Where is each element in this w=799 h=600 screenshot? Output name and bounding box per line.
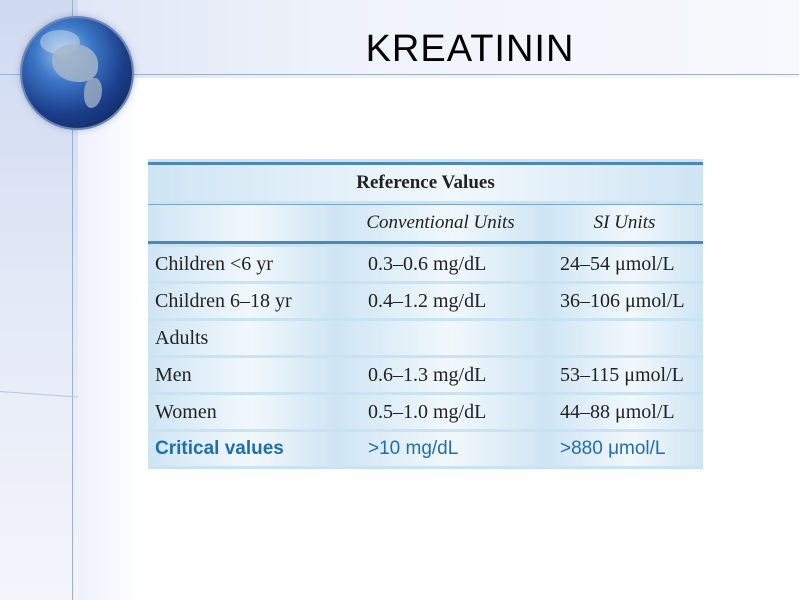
globe-icon: [22, 18, 132, 128]
slide-title: KREATININ: [365, 28, 575, 70]
table-row: Children <6 yr 0.3–0.6 mg/dL 24–54 μmol/…: [148, 247, 703, 281]
critical-si: >880 μmol/L: [546, 432, 703, 466]
row-label: Adults: [148, 321, 335, 355]
column-header-si: SI Units: [546, 204, 703, 244]
globe-continent: [52, 44, 98, 82]
table-caption-row: Reference Values: [148, 162, 703, 201]
row-si: [546, 321, 703, 355]
table-row: Adults: [148, 321, 703, 355]
row-conventional: [335, 321, 546, 355]
vertical-rule: [72, 0, 73, 600]
table-row: Women 0.5–1.0 mg/dL 44–88 μmol/L: [148, 395, 703, 429]
critical-values-row: Critical values >10 mg/dL >880 μmol/L: [148, 432, 703, 466]
critical-conventional: >10 mg/dL: [335, 432, 546, 466]
table-row: Men 0.6–1.3 mg/dL 53–115 μmol/L: [148, 358, 703, 392]
table-row: Children 6–18 yr 0.4–1.2 mg/dL 36–106 μm…: [148, 284, 703, 318]
table-caption: Reference Values: [148, 162, 703, 201]
row-conventional: 0.5–1.0 mg/dL: [335, 395, 546, 429]
critical-label: Critical values: [148, 432, 335, 466]
column-header-row: Conventional Units SI Units: [148, 204, 703, 244]
row-conventional: 0.4–1.2 mg/dL: [335, 284, 546, 318]
row-si: 53–115 μmol/L: [546, 358, 703, 392]
row-si: 36–106 μmol/L: [546, 284, 703, 318]
row-si: 24–54 μmol/L: [546, 247, 703, 281]
row-label: Children 6–18 yr: [148, 284, 335, 318]
horizontal-rule: [0, 74, 799, 75]
header-band: [0, 0, 799, 78]
row-label: Men: [148, 358, 335, 392]
column-header-empty: [148, 204, 335, 244]
row-conventional: 0.3–0.6 mg/dL: [335, 247, 546, 281]
row-label: Children <6 yr: [148, 247, 335, 281]
globe-continent: [84, 78, 102, 108]
column-header-conventional: Conventional Units: [335, 204, 546, 244]
row-label: Women: [148, 395, 335, 429]
row-conventional: 0.6–1.3 mg/dL: [335, 358, 546, 392]
row-si: 44–88 μmol/L: [546, 395, 703, 429]
reference-values-table: Reference Values Conventional Units SI U…: [148, 159, 703, 469]
